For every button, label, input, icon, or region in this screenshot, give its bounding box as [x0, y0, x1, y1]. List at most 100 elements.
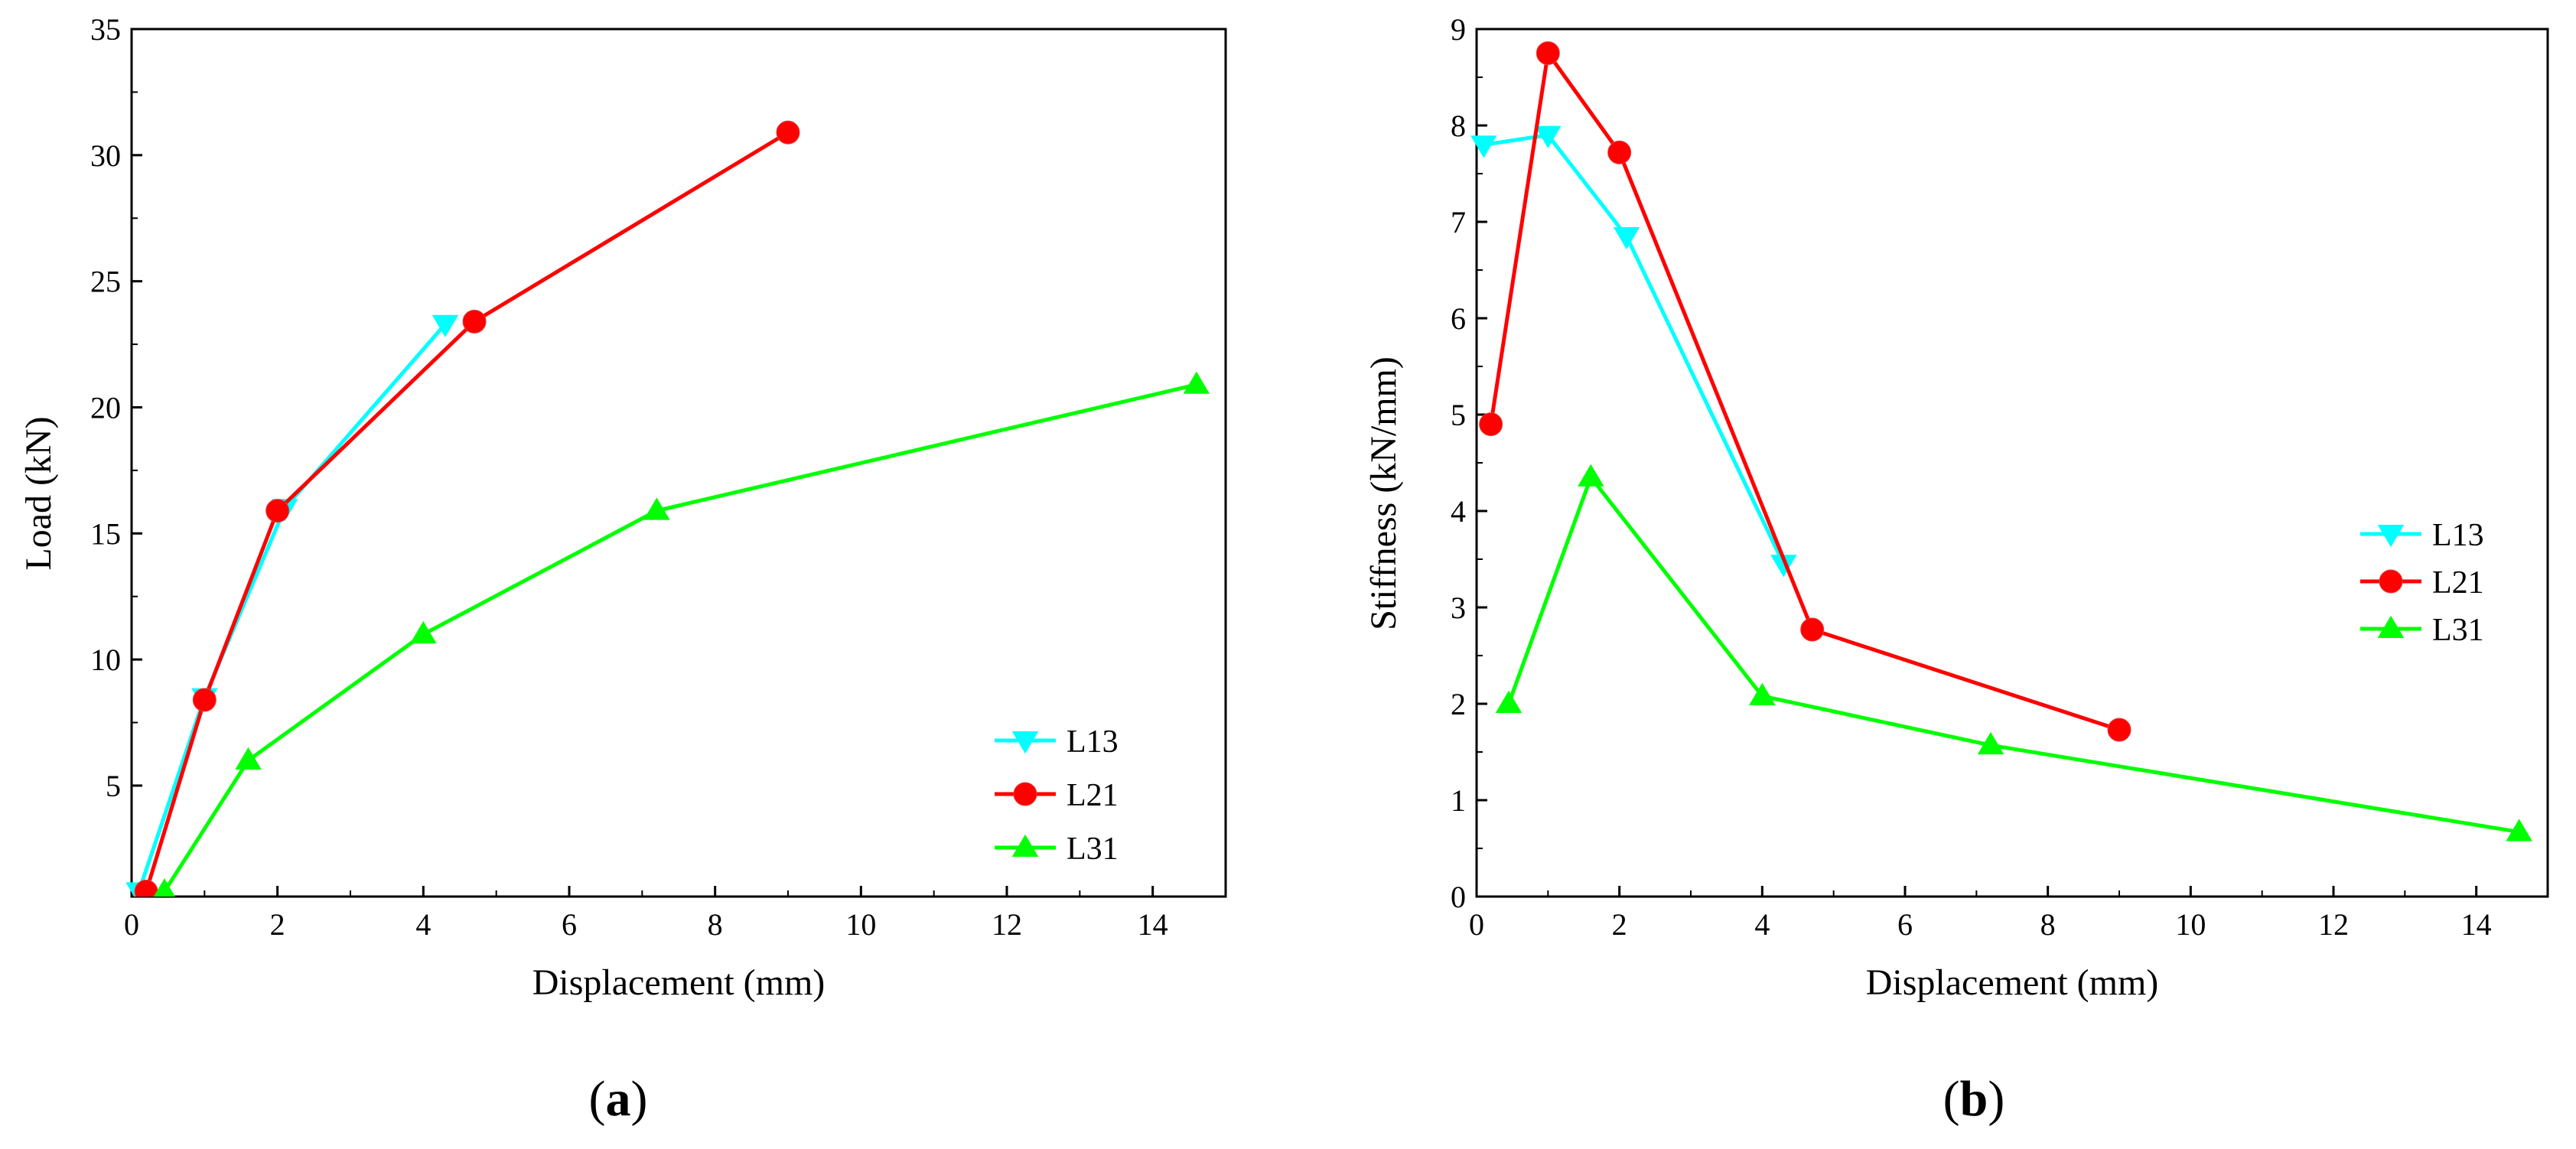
x-tick-label: 12: [2318, 907, 2349, 942]
legend-marker: [1013, 782, 1037, 806]
y-tick-label: 4: [1451, 494, 1466, 529]
data-point: [1749, 682, 1776, 705]
caption-close: ): [1988, 1071, 2004, 1127]
series-l13: [125, 314, 459, 897]
data-point: [265, 499, 290, 523]
y-tick-label: 20: [90, 390, 121, 425]
panel-caption: (b): [1943, 1071, 2005, 1127]
y-tick-label: 15: [90, 516, 121, 551]
x-tick-label: 6: [562, 907, 577, 942]
legend-label: L13: [2432, 518, 2484, 553]
series-l21: [1479, 41, 2131, 742]
data-point: [462, 309, 487, 334]
y-tick-label: 9: [1451, 12, 1466, 47]
data-point: [1578, 464, 1604, 487]
chart-panel-a: 0 2 4 6 8 10 12 14 5 10 15 20 25 30 35 Displacement (mm…: [18, 12, 1227, 1127]
x-tick-label: 8: [2040, 907, 2056, 942]
legend-marker: [1011, 834, 1039, 857]
data-point: [153, 878, 175, 897]
x-tick-label: 6: [1897, 907, 1913, 942]
x-tick-label: 12: [992, 907, 1022, 942]
y-tick-label: 1: [1451, 783, 1466, 818]
data-point: [235, 747, 262, 770]
plot-frame: [1475, 28, 2549, 898]
legend-label: L31: [1067, 832, 1119, 867]
y-tick-label: 5: [1451, 398, 1466, 432]
series-line-l13: [1483, 133, 1786, 565]
data-point: [432, 314, 459, 337]
caption-close: ): [631, 1071, 648, 1127]
x-tick-label: 10: [2175, 907, 2206, 942]
y-tick-label: 30: [90, 138, 121, 173]
legend-item-l21: L21: [995, 778, 1119, 813]
legend: L13 L21 L31: [2360, 518, 2484, 648]
caption-letter: a: [606, 1071, 631, 1127]
legend-item-l31: L31: [995, 832, 1119, 867]
plot-frame: [130, 28, 1227, 898]
legend: L13 L21 L31: [995, 724, 1119, 867]
caption-open: (: [589, 1071, 606, 1127]
legend-marker: [1011, 731, 1039, 754]
y-tick-label: 3: [1451, 591, 1466, 625]
legend-item-l13: L13: [2360, 518, 2484, 553]
y-tick-label: 25: [90, 265, 121, 299]
data-point: [1613, 226, 1640, 250]
x-tick-label: 2: [270, 907, 285, 942]
legend-label: L31: [2432, 613, 2484, 648]
series-l13: [1470, 125, 1797, 578]
legend-item-l13: L13: [995, 724, 1119, 760]
data-point: [776, 120, 800, 145]
y-tick-label: 35: [90, 12, 121, 47]
x-axis-title: Displacement (mm): [532, 962, 826, 1003]
y-tick-label: 10: [90, 643, 121, 677]
series-l31: [1495, 464, 2532, 841]
x-tick-label: 10: [845, 907, 876, 942]
data-point: [1535, 125, 1562, 148]
legend-marker: [2377, 615, 2405, 638]
x-tick-label: 4: [1754, 907, 1770, 942]
x-tick-label: 0: [124, 907, 139, 942]
y-axis-title: Load (kN): [18, 416, 59, 570]
legend-label: L21: [1067, 778, 1119, 813]
series-line-l31: [162, 382, 1197, 893]
data-point: [1536, 41, 1560, 65]
series-line-l21: [144, 131, 790, 893]
caption-letter: b: [1960, 1071, 1988, 1127]
data-point: [1800, 617, 1825, 642]
series-line-l31: [1506, 475, 2520, 835]
data-point: [1183, 371, 1210, 394]
legend-item-l31: L31: [2360, 613, 2484, 648]
data-point: [1607, 140, 1632, 164]
y-tick-label: 8: [1451, 109, 1466, 143]
y-tick-label: 5: [106, 769, 121, 803]
x-tick-label: 2: [1612, 907, 1627, 942]
series-l21: [134, 120, 800, 897]
data-point: [410, 620, 437, 644]
x-tick-label: 8: [708, 907, 723, 942]
legend-label: L21: [2432, 565, 2484, 601]
data-point: [643, 497, 670, 520]
data-point: [134, 879, 158, 897]
y-tick-label: 0: [1451, 880, 1466, 914]
x-tick-label: 14: [1138, 907, 1168, 942]
legend-marker: [2379, 569, 2403, 594]
legend-label: L13: [1067, 724, 1119, 760]
legend-marker: [2377, 525, 2405, 548]
x-tick-label: 14: [2461, 907, 2492, 942]
data-point: [1479, 412, 1503, 437]
data-point: [2506, 819, 2532, 841]
data-point: [1470, 135, 1497, 158]
x-tick-label: 0: [1469, 907, 1484, 942]
data-point: [2107, 718, 2131, 742]
legend-item-l21: L21: [2360, 565, 2484, 601]
y-tick-label: 6: [1451, 301, 1466, 336]
data-point: [192, 688, 217, 712]
y-axis-title: Stiffness (kN/mm): [1363, 356, 1404, 630]
data-point: [1770, 555, 1797, 578]
x-tick-label: 4: [415, 907, 431, 942]
series-line-l13: [137, 323, 447, 893]
x-axis-title: Displacement (mm): [1866, 962, 2159, 1003]
caption-open: (: [1943, 1071, 1960, 1127]
